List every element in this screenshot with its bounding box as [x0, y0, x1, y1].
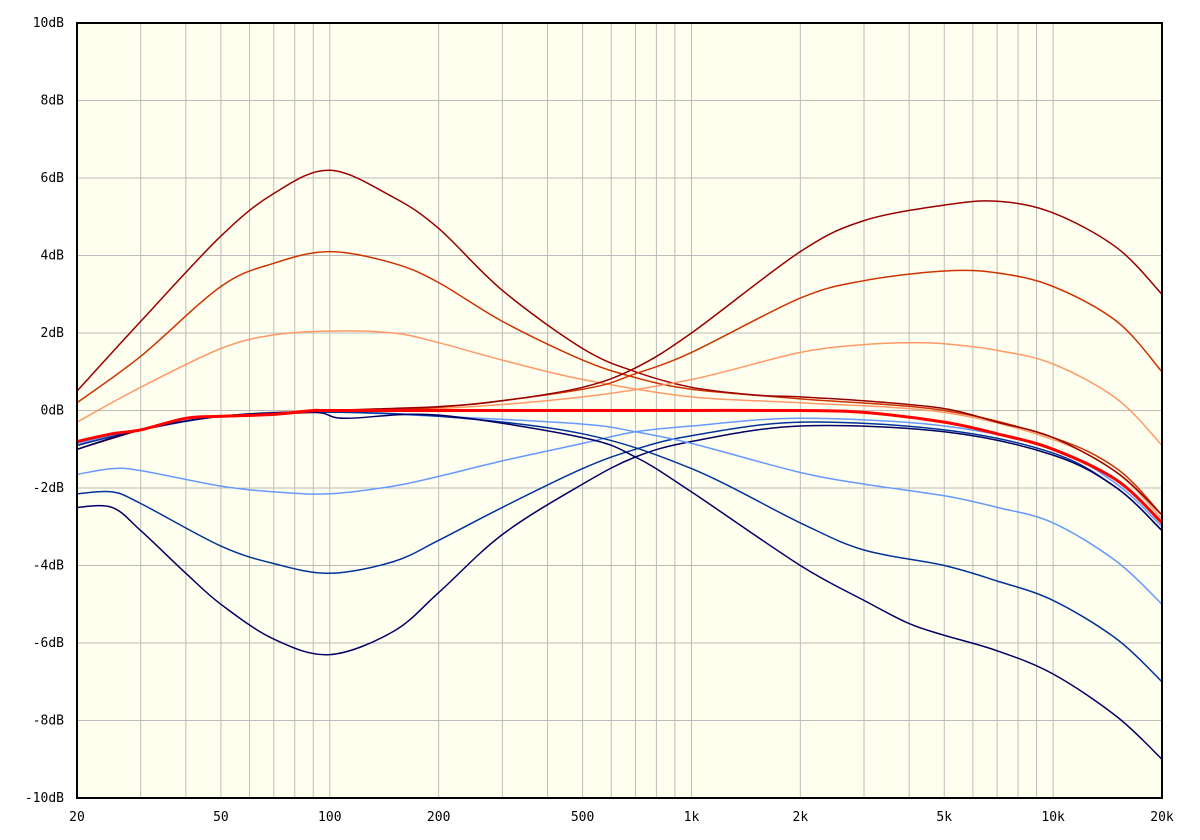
tick-labels: 10dB 8dB 6dB 4dB 2dB 0dB -2dB -4dB -6dB -8dB -10dB… [25, 16, 1174, 825]
response-curve-7 [76, 421, 1163, 575]
y-tick-label: 8dB [41, 94, 65, 109]
curves [76, 169, 1164, 760]
response-curve-6 [76, 417, 1163, 528]
x-tick-label: 1k [684, 810, 700, 825]
y-tick-label: 2dB [41, 326, 65, 341]
response-curve-8 [76, 424, 1163, 656]
x-tick-label: 20 [69, 810, 85, 825]
plot-frame [76, 22, 1163, 799]
response-curve-1 [76, 250, 1163, 516]
x-tick-label: 50 [213, 810, 229, 825]
response-curve-0 [76, 330, 1163, 520]
x-tick-label: 500 [571, 810, 594, 825]
response-curve-12 [76, 408, 1164, 524]
y-tick-label: 0dB [41, 404, 65, 419]
y-tick-label: -8dB [33, 714, 64, 729]
y-tick-label: 6dB [41, 171, 65, 186]
y-tick-label: -4dB [33, 559, 64, 574]
y-tick-label: 10dB [33, 16, 64, 31]
x-tick-label: 2k [793, 810, 809, 825]
y-tick-label: -6dB [33, 636, 64, 651]
y-tick-label: -2dB [33, 481, 64, 496]
x-tick-label: 100 [318, 810, 341, 825]
x-tick-label: 10k [1041, 810, 1065, 825]
x-tick-label: 20k [1150, 810, 1174, 825]
x-tick-label: 5k [936, 810, 952, 825]
y-tick-label: -10dB [25, 791, 64, 806]
response-curve-2 [76, 169, 1163, 516]
y-tick-label: 4dB [41, 249, 65, 264]
x-tick-label: 200 [427, 810, 450, 825]
